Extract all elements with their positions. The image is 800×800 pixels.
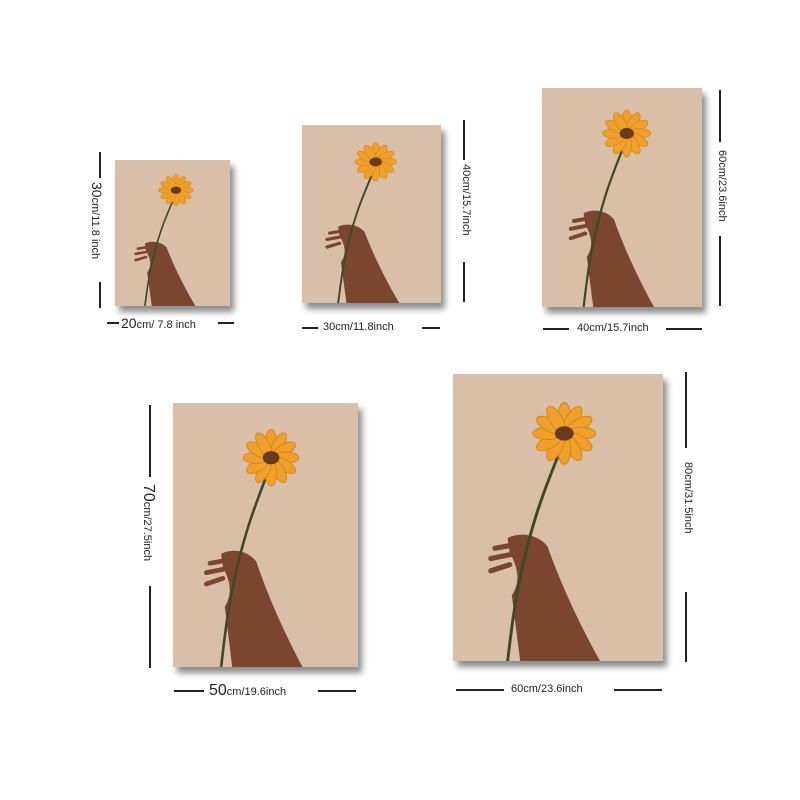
canvas-print-20x30 — [115, 160, 230, 306]
width-dimension-line-left — [107, 322, 119, 324]
flower-hand-artwork — [173, 403, 358, 667]
height-dimension-line-top — [463, 120, 465, 160]
height-label-50x70: 70cm/27.5inch — [140, 484, 157, 562]
flower-hand-artwork — [453, 374, 663, 661]
flower-hand-artwork — [542, 88, 702, 307]
height-label-20x30: 30cm/11.8 inch — [89, 182, 105, 260]
width-label-40x60: 40cm/15.7inch — [577, 322, 649, 334]
width-dimension-line-right — [318, 690, 356, 692]
height-dimension-line-top — [719, 90, 721, 142]
flower-hand-artwork — [302, 125, 441, 303]
height-dimension-line-bottom — [719, 236, 721, 306]
width-dimension-line-left — [543, 328, 569, 330]
height-dimension-line-top — [99, 152, 101, 178]
canvas-print-30x40 — [302, 125, 441, 303]
width-dimension-line-right — [422, 327, 440, 329]
height-dimension-line-bottom — [463, 262, 465, 302]
canvas-print-40x60 — [542, 88, 702, 307]
height-label-30x40: 40cm/15.7inch — [460, 164, 472, 236]
canvas-print-50x70 — [173, 403, 358, 667]
width-label-60x80: 60cm/23.6inch — [511, 683, 583, 695]
height-label-60x80: 80cm/31.5inch — [682, 462, 694, 534]
height-dimension-line-top — [685, 372, 687, 448]
width-dimension-line-left — [174, 690, 204, 692]
width-dimension-line-right — [218, 322, 234, 324]
width-label-30x40: 30cm/11.8inch — [323, 321, 394, 333]
width-label-20x30: 20cm/ 7.8 inch — [121, 315, 196, 331]
height-dimension-line-top — [149, 405, 151, 477]
height-dimension-line-bottom — [685, 592, 687, 662]
width-label-50x70: 50cm/19.6inch — [209, 682, 287, 699]
width-dimension-line-left — [302, 327, 318, 329]
height-dimension-line-bottom — [149, 586, 151, 668]
width-dimension-line-right — [666, 328, 702, 330]
width-dimension-line-left — [456, 689, 504, 691]
flower-hand-artwork — [115, 160, 230, 306]
width-dimension-line-right — [614, 689, 662, 691]
canvas-print-60x80 — [453, 374, 663, 661]
height-dimension-line-bottom — [99, 282, 101, 308]
height-label-40x60: 60cm/23.6inch — [716, 150, 728, 222]
